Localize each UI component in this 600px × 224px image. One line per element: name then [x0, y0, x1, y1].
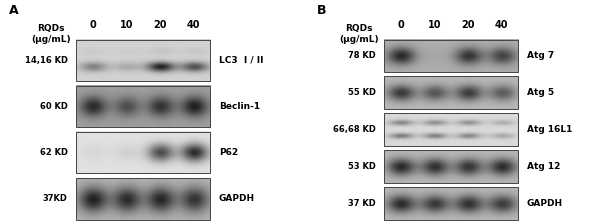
Bar — [76, 132, 211, 173]
Text: 40: 40 — [187, 20, 200, 30]
Bar — [384, 113, 518, 146]
Text: 66,68 KD: 66,68 KD — [333, 125, 376, 134]
Text: LC3  I / II: LC3 I / II — [219, 56, 263, 65]
Text: Atg 7: Atg 7 — [527, 52, 554, 60]
Text: P62: P62 — [219, 148, 238, 157]
Text: 53 KD: 53 KD — [348, 162, 376, 171]
Text: Atg 16L1: Atg 16L1 — [527, 125, 572, 134]
Bar — [76, 40, 211, 81]
Bar — [76, 178, 211, 220]
Text: 0: 0 — [89, 20, 96, 30]
Text: Atg 5: Atg 5 — [527, 88, 554, 97]
Text: 10: 10 — [428, 20, 441, 30]
Bar — [384, 76, 518, 109]
Bar — [384, 187, 518, 220]
Text: 0: 0 — [397, 20, 404, 30]
Text: 37KD: 37KD — [43, 194, 68, 203]
Text: RQDs
(μg/mL): RQDs (μg/mL) — [339, 24, 379, 44]
Bar — [384, 150, 518, 183]
Text: Beclin-1: Beclin-1 — [219, 102, 260, 111]
Text: 62 KD: 62 KD — [40, 148, 68, 157]
Text: Atg 12: Atg 12 — [527, 162, 560, 171]
Text: 20: 20 — [153, 20, 167, 30]
Text: 55 KD: 55 KD — [347, 88, 376, 97]
Text: RQDs
(μg/mL): RQDs (μg/mL) — [31, 24, 70, 44]
Bar — [76, 86, 211, 127]
Text: GAPDH: GAPDH — [219, 194, 255, 203]
Text: GAPDH: GAPDH — [527, 199, 563, 208]
Text: 60 KD: 60 KD — [40, 102, 68, 111]
Text: 78 KD: 78 KD — [348, 52, 376, 60]
Text: A: A — [9, 4, 19, 17]
Text: B: B — [317, 4, 326, 17]
Text: 10: 10 — [119, 20, 133, 30]
Bar — [384, 40, 518, 72]
Text: 40: 40 — [495, 20, 508, 30]
Text: 20: 20 — [461, 20, 475, 30]
Text: 37 KD: 37 KD — [348, 199, 376, 208]
Text: 14,16 KD: 14,16 KD — [25, 56, 68, 65]
